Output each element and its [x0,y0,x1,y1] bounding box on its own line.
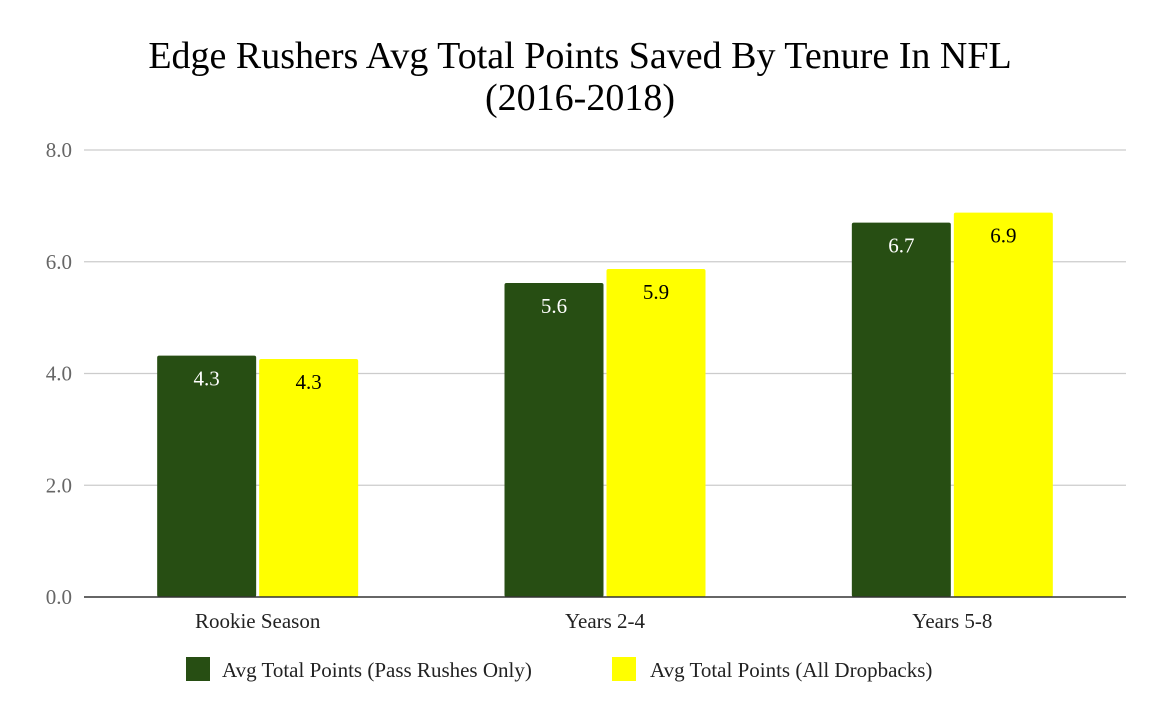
data-labels: 4.3 4.3 5.6 5.9 6.7 6.9 [194,224,1017,394]
legend-swatch-pass-rushes [186,657,210,681]
bar [157,355,257,597]
bar [953,212,1053,597]
legend-label-all-dropbacks: Avg Total Points (All Dropbacks) [650,658,932,682]
y-tick-label: 2.0 [46,473,72,497]
bars [157,212,1053,597]
gridlines [84,149,1126,486]
y-tick-label: 6.0 [46,250,72,274]
bar-value-label: 6.9 [990,224,1016,248]
x-axis-categories: Rookie Season Years 2-4 Years 5-8 [195,609,992,633]
bar [259,358,359,597]
x-category-label: Years 5-8 [912,609,992,633]
y-tick-label: 4.0 [46,362,72,386]
bar [851,222,951,597]
x-category-label: Rookie Season [195,609,321,633]
x-category-label: Years 2-4 [565,609,646,633]
y-tick-label: 8.0 [46,138,72,162]
chart-title-line-1: Edge Rushers Avg Total Points Saved By T… [148,35,1011,77]
bar-value-label: 5.6 [541,294,567,318]
bar-value-label: 4.3 [296,370,322,394]
bar-value-label: 4.3 [194,367,220,391]
y-axis-ticks: 0.0 2.0 4.0 6.0 8.0 [46,138,72,609]
bar-value-label: 5.9 [643,280,669,304]
legend-label-pass-rushes: Avg Total Points (Pass Rushes Only) [222,658,532,682]
bar-value-label: 6.7 [888,234,914,258]
bar [504,282,604,597]
chart-title-line-2: (2016-2018) [485,77,675,119]
y-tick-label: 0.0 [46,585,72,609]
legend: Avg Total Points (Pass Rushes Only) Avg … [186,657,932,682]
bar [606,269,706,597]
legend-swatch-all-dropbacks [612,657,636,681]
